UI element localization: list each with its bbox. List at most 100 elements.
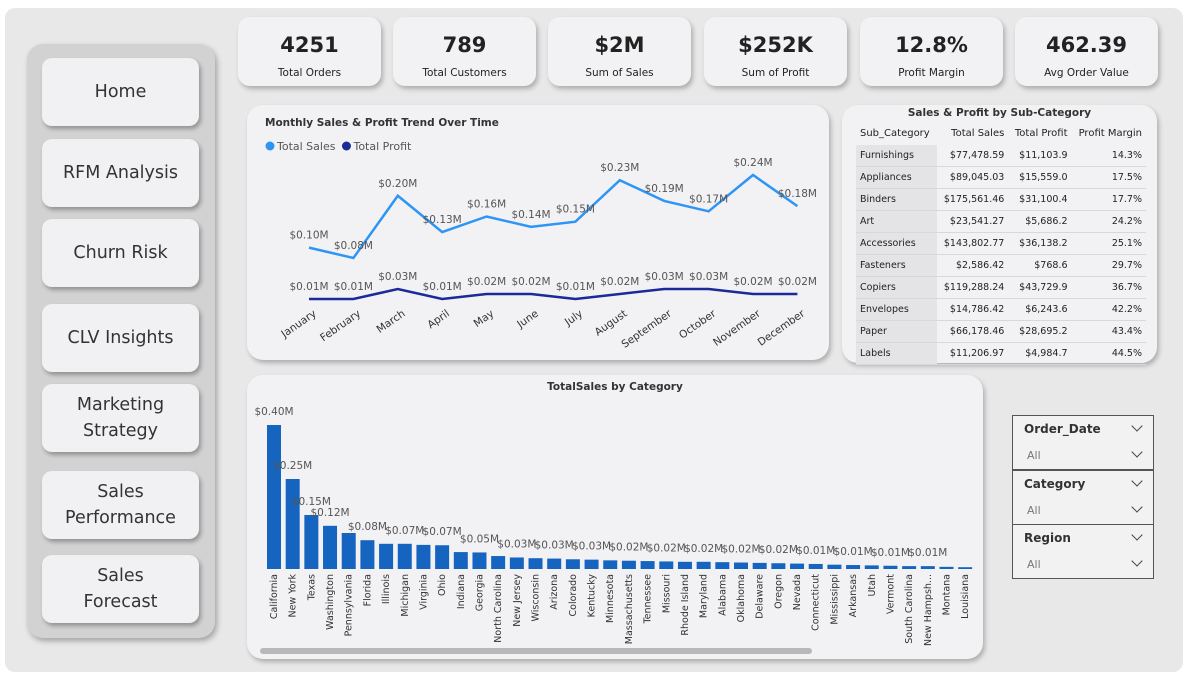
table-cell: 17.7%: [1071, 188, 1146, 211]
x-tick-label: Pennsylvania: [344, 574, 355, 636]
slicer-value: All: [1027, 503, 1041, 517]
kpi-label: Profit Margin: [898, 67, 965, 79]
nav-button[interactable]: Sales Forecast: [42, 555, 199, 623]
column-header: Total Sales: [951, 127, 1005, 139]
slicer[interactable]: Category All: [1012, 469, 1154, 525]
slicer[interactable]: Region All: [1012, 524, 1154, 579]
data-label: $0.13M: [423, 214, 462, 226]
legend-label: Total Sales: [276, 140, 336, 153]
data-label: $0.23M: [600, 162, 639, 174]
data-label: $0.24M: [733, 157, 772, 169]
column-header: Sub_Category: [860, 127, 930, 139]
data-label: $0.02M: [647, 542, 686, 554]
table-cell: Paper: [856, 320, 937, 343]
data-label: $0.03M: [572, 541, 611, 553]
table-row: Labels $11,206.97 $4,984.7 44.5%: [856, 342, 1146, 365]
x-tick-label: Washington: [325, 574, 336, 630]
x-tick-label: Indiana: [456, 574, 467, 609]
data-label: $0.02M: [759, 544, 798, 556]
table-title: Sales & Profit by Sub-Category: [907, 107, 1092, 119]
x-tick-label: Georgia: [474, 574, 485, 611]
nav-button[interactable]: RFM Analysis: [42, 139, 199, 207]
data-label: $0.02M: [733, 276, 772, 288]
table-cell: $2,586.42: [937, 254, 1009, 277]
x-tick-label: Kentucky: [587, 574, 598, 618]
x-tick-label: Arizona: [549, 574, 560, 610]
x-tick-label: July: [562, 308, 585, 329]
chevron: [1131, 529, 1143, 541]
table-cell: $5,686.2: [1008, 210, 1072, 233]
legend-marker: [341, 141, 351, 151]
table-cell: $768.6: [1008, 254, 1072, 277]
slicer[interactable]: Order_Date All: [1012, 415, 1154, 470]
table-cell: $14,786.42: [937, 298, 1009, 321]
x-tick-label: December: [756, 307, 808, 348]
table: Sub_Category Total Sales Total Profit Profi…: [856, 121, 1146, 365]
bar-chart: TotalSales by Category $0.40M California $0…: [254, 381, 973, 654]
data-label: $0.08M: [348, 521, 387, 533]
table-cell: Labels: [856, 342, 937, 365]
column-header: Profit Margin: [1078, 127, 1142, 139]
bar: [435, 545, 450, 569]
table-row: Fasteners $2,586.42 $768.6 29.7%: [856, 254, 1146, 277]
nav-button[interactable]: CLV Insights: [42, 304, 199, 372]
bar: [902, 566, 917, 569]
data-label: $0.07M: [385, 525, 424, 537]
x-tick-label: Montana: [941, 574, 952, 615]
column-header: Total Profit: [1014, 127, 1068, 139]
bar: [379, 543, 394, 569]
data-label: $0.10M: [289, 230, 328, 242]
slicer-label: Region: [1024, 531, 1071, 545]
kpi-card: 4251 Total Orders: [238, 17, 381, 86]
x-tick-label: April: [425, 308, 452, 332]
bar: [285, 479, 300, 569]
kpi-value: 4251: [280, 33, 339, 57]
data-label: $0.03M: [689, 271, 728, 283]
nav-button[interactable]: Marketing Strategy: [42, 384, 199, 452]
data-label: $0.16M: [467, 199, 506, 211]
table-cell: 17.5%: [1071, 166, 1146, 189]
data-label: $0.17M: [689, 193, 728, 205]
x-tick-label: Alabama: [717, 574, 728, 616]
data-label: $0.03M: [535, 540, 574, 552]
data-label: $0.02M: [600, 276, 639, 288]
table-cell: $43,729.9: [1008, 276, 1072, 299]
chevron: [1131, 500, 1143, 513]
x-tick-label: New Jersey: [512, 574, 523, 627]
data-label: $0.02M: [684, 543, 723, 555]
kpi-card: $252K Sum of Profit: [704, 17, 847, 86]
x-tick-label: November: [711, 307, 763, 349]
slicer-value: All: [1027, 558, 1041, 571]
x-tick-label: Maryland: [699, 574, 710, 618]
x-tick-label: Oregon: [773, 574, 784, 609]
data-label: $0.03M: [645, 271, 684, 283]
x-tick-label: May: [472, 308, 497, 330]
x-tick-label: February: [318, 308, 363, 345]
data-label: $0.05M: [460, 533, 499, 545]
table-cell: 42.2%: [1071, 298, 1146, 321]
bar: [528, 558, 543, 569]
legend-marker: [265, 141, 275, 151]
x-tick-label: March: [374, 308, 407, 336]
slicer-label: Order_Date: [1024, 422, 1101, 436]
table-cell: $119,288.24: [937, 276, 1009, 299]
data-label: $0.02M: [778, 276, 817, 288]
x-tick-label: Nevada: [792, 574, 803, 610]
kpi-label: Sum of Sales: [585, 67, 654, 79]
bar: [883, 565, 898, 569]
x-tick-label: Louisiana: [960, 574, 971, 619]
nav-button[interactable]: Home: [42, 58, 199, 126]
table-cell: Envelopes: [856, 298, 937, 321]
table-cell: 29.7%: [1071, 254, 1146, 277]
slicer-label: Category: [1024, 476, 1086, 491]
bar: [677, 561, 692, 569]
nav-button[interactable]: Churn Risk: [42, 219, 199, 287]
x-tick-label: June: [514, 308, 540, 332]
kpi-label: Sum of Profit: [741, 67, 810, 79]
data-label: $0.02M: [467, 276, 506, 288]
line-series: [308, 173, 799, 260]
nav-button[interactable]: Sales Performance: [42, 471, 199, 539]
x-tick-label: Connecticut: [811, 574, 822, 631]
bar: [790, 563, 805, 569]
legend-label: Total Profit: [352, 140, 412, 153]
